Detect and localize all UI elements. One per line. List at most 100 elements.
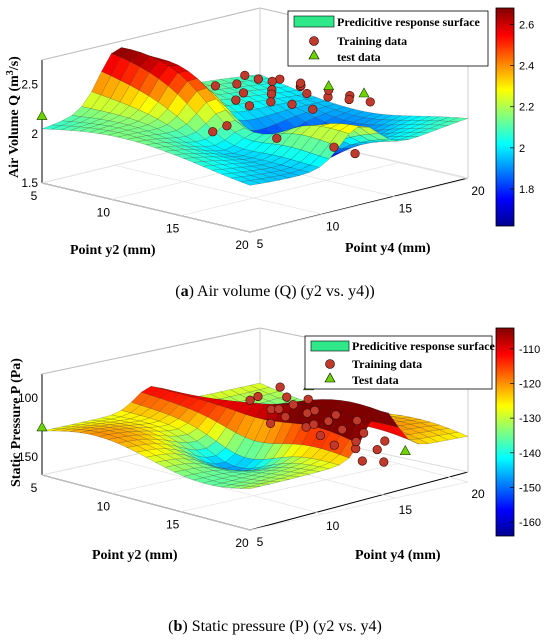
training-point [274, 404, 284, 414]
x-tick-label: 20 [235, 238, 249, 252]
caption-b-letter: b [173, 618, 183, 635]
chart-b-svg: Predicitive response surface Training da… [9, 327, 541, 563]
training-point [337, 424, 347, 435]
chart-a-svg: Predicitive response surface Training da… [5, 7, 534, 258]
z-tick-label: 2.5 [21, 78, 38, 92]
colorbar-tick-label: -160 [519, 517, 541, 529]
training-point [329, 440, 339, 450]
z-axis-label-b: Static Pressure P (Pa) [9, 358, 24, 487]
training-point [275, 74, 285, 84]
training-point [232, 79, 242, 89]
colorbar-tick-label: 2.4 [519, 61, 534, 73]
panel-b-static-pressure: Predicitive response surface Training da… [0, 322, 550, 643]
y-tick-label: 15 [399, 202, 413, 216]
z-tick-label: -100 [14, 391, 38, 405]
y-axis-label-a: Point y4 (mm) [345, 241, 431, 256]
caption-a-text: Air volume (Q) (y2 vs. y4)) [197, 283, 375, 300]
colorbar-tick-label: -150 [519, 482, 541, 494]
colorbar-tick-label: -120 [519, 378, 541, 390]
response-surface-b [41, 382, 469, 489]
y-tick-label: 10 [326, 519, 340, 533]
legend-marker-test [324, 372, 336, 383]
colorbar-tick-label: -140 [519, 448, 541, 460]
legend-marker-test [308, 49, 320, 60]
training-point [359, 428, 369, 438]
training-point [310, 405, 320, 416]
surface-patch [240, 486, 260, 489]
training-point [275, 382, 285, 392]
colorbar-tick-label: -110 [519, 344, 540, 356]
training-point [380, 436, 390, 446]
training-point [245, 395, 255, 405]
z-axis-label-a: Air Volume Q (m3/s) [5, 56, 23, 178]
grid-line [114, 164, 323, 215]
colorbar-tick-label: 2 [519, 143, 525, 155]
x-tick-label: 20 [235, 536, 249, 550]
axis-ticks-b: 5 10 15 20 5 10 15 20 -100 -150 [14, 391, 485, 550]
colorbar-ticks-a: 2.6 2.4 2.2 2 1.8 [510, 19, 534, 196]
colorbar-b [495, 327, 515, 537]
legend-label-test: Test data [352, 373, 399, 387]
training-point [287, 99, 297, 109]
x-axis-label-b: Point y2 (mm) [92, 548, 178, 563]
y-tick-label: 20 [471, 184, 485, 198]
training-point [240, 70, 250, 80]
z-tick-label: 2 [31, 127, 38, 141]
legend-swatch-surface [293, 15, 335, 28]
training-point [323, 416, 333, 426]
training-point [301, 422, 311, 432]
data-points-a [36, 70, 375, 159]
training-point [344, 94, 354, 105]
legend-marker-training [325, 359, 335, 369]
x-tick-label: 10 [97, 205, 111, 219]
training-point [288, 400, 298, 410]
y-tick-label: 15 [399, 503, 413, 517]
x-tick-label: 15 [166, 518, 180, 532]
colorbar-a [495, 7, 515, 227]
legend-label-surface: Predicitive response surface [352, 339, 496, 353]
y-tick-label: 20 [471, 487, 485, 501]
test-point [358, 87, 370, 98]
test-point [323, 80, 335, 91]
legend-label-training: Training data [337, 34, 407, 48]
test-point [399, 444, 411, 455]
z-tick-label: 1.5 [21, 176, 38, 190]
training-point [208, 127, 218, 137]
training-point [315, 430, 326, 441]
training-point [266, 97, 276, 107]
training-point [244, 101, 254, 111]
training-point [352, 415, 362, 426]
training-point [266, 89, 277, 99]
colorbar-tick-label: -130 [519, 413, 541, 425]
training-point [272, 133, 282, 143]
training-point [379, 457, 389, 467]
training-point [222, 121, 232, 131]
training-point [210, 81, 220, 91]
colorbar-tick-label: 2.2 [519, 102, 534, 114]
response-surface-a [41, 47, 469, 186]
grid-line [41, 182, 251, 233]
data-points-b [36, 380, 411, 467]
x-tick-label: 5 [31, 189, 38, 203]
caption-a-letter: a [180, 283, 189, 300]
grid-line [249, 178, 469, 233]
training-point [302, 88, 312, 99]
y-tick-label: 5 [257, 535, 264, 549]
x-tick-label: 10 [97, 499, 111, 513]
training-point [282, 392, 292, 402]
caption-b: (b) Static pressure (P) (y2 vs. y4) [168, 618, 382, 635]
legend-label-surface: Predicitive response surface [337, 15, 481, 29]
caption-a: (a) Air volume (Q) (y2 vs. y4)) [175, 283, 375, 300]
training-point [253, 74, 263, 84]
legend-swatch-surface [310, 340, 350, 352]
training-point [238, 88, 249, 98]
legend-label-test: test data [337, 50, 381, 64]
grid-line [180, 463, 399, 513]
training-point [303, 394, 313, 404]
legend-b: Predicitive response surface Training da… [304, 335, 496, 390]
colorbar-ticks-b: -110 -120 -130 -140 -150 -160 [510, 344, 541, 529]
z-tick-label: -150 [14, 450, 38, 464]
colorbar-tick-label: 2.6 [519, 19, 534, 31]
axis-ticks-a: 5 10 15 20 5 10 15 20 1.5 2 2.5 [21, 78, 485, 252]
training-point [267, 76, 277, 86]
